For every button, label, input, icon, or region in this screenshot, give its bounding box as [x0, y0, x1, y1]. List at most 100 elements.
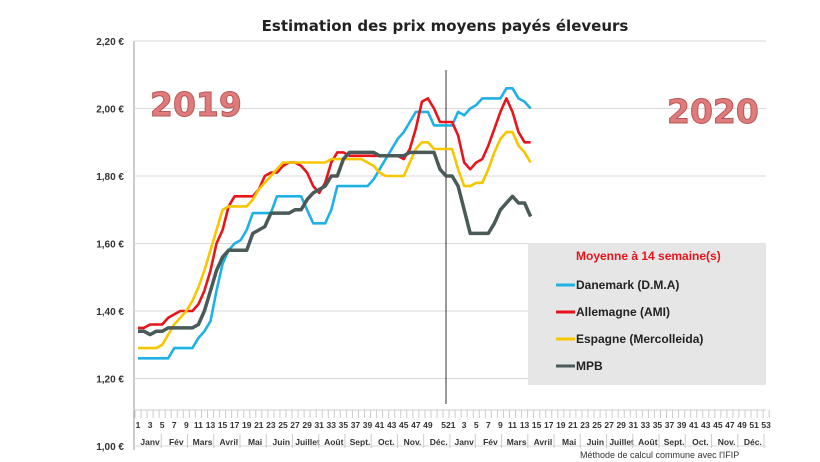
- month-label-2019: Juillet: [295, 437, 320, 447]
- x-tick-label-2020: 39: [677, 420, 687, 430]
- month-label-2020: Mars: [507, 437, 527, 447]
- series-line-allemagne-ami-: [138, 97, 531, 330]
- series-line-danemark-d-m-a-: [138, 87, 532, 360]
- legend-title: Moyenne à 14 semaine(s): [576, 249, 721, 263]
- month-label-2020: Avril: [534, 437, 553, 447]
- x-tick-label-2019: 37: [351, 420, 361, 430]
- x-tick-label-2020: 13: [520, 420, 530, 430]
- x-tick-label-2020: 21: [568, 420, 578, 430]
- x-tick-label-2019: 35: [339, 420, 349, 430]
- x-tick-label-2019: 13: [206, 420, 216, 430]
- x-tick-label-2019: 25: [278, 420, 288, 430]
- x-tick-label-2019: 31: [314, 420, 324, 430]
- month-label-2019: Fév: [169, 437, 184, 447]
- y-tick-label: 1,40 €: [96, 307, 124, 318]
- legend-item-label: Danemark (D.M.A): [576, 278, 679, 292]
- year-label-2019: 2019: [150, 85, 242, 124]
- x-tick-label-2019: 19: [242, 420, 252, 430]
- month-label-2020: Déc.: [744, 437, 762, 447]
- x-tick-label-2020: 3: [462, 420, 467, 430]
- x-tick-label-2020: 51: [749, 420, 759, 430]
- x-tick-label-2020: 7: [486, 420, 491, 430]
- x-tick-label-2020: 53: [761, 420, 771, 430]
- series-line-mpb: [138, 150, 533, 337]
- month-label-2019: Janv: [140, 437, 160, 447]
- month-label-2020: Mai: [562, 437, 576, 447]
- y-tick-label: 1,00 €: [96, 442, 124, 453]
- x-tick-label-2019: 52: [441, 420, 451, 430]
- x-tick-label-2019: 17: [230, 420, 240, 430]
- x-tick-label-2020: 17: [544, 420, 554, 430]
- x-tick-label-2019: 43: [387, 420, 397, 430]
- month-label-2020: Janv: [454, 437, 474, 447]
- x-tick-label-2019: 23: [266, 420, 276, 430]
- month-label-2019: Nov.: [404, 437, 422, 447]
- x-tick-label-2019: 45: [399, 420, 409, 430]
- x-tick-label-2020: 11: [508, 420, 517, 430]
- x-tick-label-2020: 47: [725, 420, 735, 430]
- x-tick-label-2020: 49: [737, 420, 747, 430]
- y-tick-label: 1,20 €: [96, 375, 124, 386]
- x-tick-label-2019: 47: [411, 420, 421, 430]
- x-tick-label-2019: 27: [290, 420, 300, 430]
- x-tick-label-2019: 9: [184, 420, 189, 430]
- x-tick-label-2020: 43: [701, 420, 711, 430]
- month-label-2019: Mars: [193, 437, 213, 447]
- y-axis-ticks: 1,00 € 1,20 € 1,40 € 1,60 € 1,80 € 2,00 € 2,20…: [96, 37, 124, 453]
- x-tick-label-2019: 21: [254, 420, 264, 430]
- month-label-2019: Oct.: [378, 437, 395, 447]
- x-tick-label-2020: 33: [641, 420, 651, 430]
- month-label-2020: Août: [638, 437, 658, 447]
- x-tick-label-2020: 41: [689, 420, 699, 430]
- month-label-2019: Avril: [220, 437, 239, 447]
- legend-item-label: MPB: [576, 359, 603, 373]
- series-lines: [137, 87, 533, 360]
- month-label-2020: Juin: [587, 437, 604, 447]
- y-tick-label: 2,20 €: [96, 37, 124, 48]
- y-tick-label: 2,00 €: [96, 105, 124, 116]
- series-line-espagne-mercolleida-: [138, 130, 532, 350]
- month-label-2019: Août: [324, 437, 344, 447]
- x-tick-label-2020: 19: [556, 420, 566, 430]
- x-tick-label-2019: 49: [423, 420, 433, 430]
- month-label-2020: Fév: [483, 437, 498, 447]
- x-tick-label-2019: 7: [172, 420, 177, 430]
- y-tick-label: 1,60 €: [96, 240, 124, 251]
- month-label-2019: Juin: [273, 437, 290, 447]
- x-tick-label-2020: 25: [592, 420, 602, 430]
- x-tick-label-2020: 1: [451, 420, 456, 430]
- x-tick-label-2019: 5: [160, 420, 165, 430]
- method-note: Méthode de calcul commune avec l'IFIP: [580, 450, 739, 460]
- legend-item-label: Espagne (Mercolleida): [576, 332, 703, 346]
- x-tick-label-2020: 35: [653, 420, 663, 430]
- x-tick-label-2019: 11: [194, 420, 203, 430]
- month-label-2020: Juillet: [609, 437, 634, 447]
- x-tick-label-2019: 29: [302, 420, 312, 430]
- legend: Danemark (D.M.A) Allemagne (AMI) Espagne (…: [556, 278, 703, 373]
- x-tick-label-2020: 15: [532, 420, 542, 430]
- x-tick-label-2020: 5: [474, 420, 479, 430]
- x-tick-label-2020: 29: [616, 420, 626, 430]
- month-label-2020: Nov.: [718, 437, 736, 447]
- x-tick-label-2020: 37: [665, 420, 675, 430]
- month-label-2019: Mai: [248, 437, 262, 447]
- x-tick-label-2019: 39: [363, 420, 373, 430]
- chart-title: Estimation des prix moyens payés éleveur…: [262, 17, 629, 35]
- x-axis: 1 3 5 7 9 11 13 15 17 19 21 23 25 27 29 31 33 35 37 39 41 43 4…: [134, 409, 771, 448]
- month-label-2020: Oct.: [692, 437, 709, 447]
- x-tick-label-2020: 45: [713, 420, 723, 430]
- x-tick-label-2020: 27: [604, 420, 614, 430]
- x-tick-label-2019: 33: [327, 420, 337, 430]
- x-tick-label-2019: 3: [148, 420, 153, 430]
- month-label-2019: Sept.: [350, 437, 371, 447]
- x-tick-label-2020: 23: [580, 420, 590, 430]
- x-tick-label-2020: 9: [498, 420, 503, 430]
- x-tick-label-2019: 1: [136, 420, 141, 430]
- month-label-2019: Déc.: [430, 437, 448, 447]
- legend-item-label: Allemagne (AMI): [576, 305, 670, 319]
- legend-box: [528, 243, 766, 385]
- month-label-2020: Sept.: [664, 437, 685, 447]
- x-tick-label-2020: 31: [629, 420, 639, 430]
